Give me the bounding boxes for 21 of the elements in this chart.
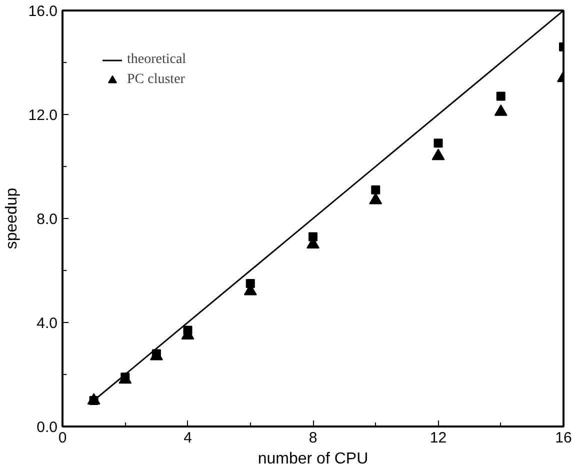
y-tick-label: 4.0 xyxy=(36,315,58,332)
y-tick-label: 12.0 xyxy=(28,107,58,124)
y-axis-title: speedup xyxy=(3,188,20,250)
x-axis-title: number of CPU xyxy=(258,450,368,468)
y-tick-label: 8.0 xyxy=(36,211,58,228)
point xyxy=(369,192,382,204)
point xyxy=(496,92,506,101)
y-tick-label: 0.0 xyxy=(36,419,58,436)
legend-label: PC cluster xyxy=(127,72,185,88)
point xyxy=(494,104,508,116)
y-tick-label: 16.0 xyxy=(28,3,58,20)
legend-label: theoretical xyxy=(127,52,186,68)
point xyxy=(432,148,445,160)
point xyxy=(371,185,380,194)
point xyxy=(87,393,100,404)
x-tick-label: 12 xyxy=(430,430,447,446)
x-tick-label: 8 xyxy=(308,430,318,446)
x-tick-label: 4 xyxy=(184,430,192,446)
point xyxy=(434,138,443,148)
x-tick-label: 0 xyxy=(58,430,67,446)
x-tick-label: 16 xyxy=(555,430,572,446)
